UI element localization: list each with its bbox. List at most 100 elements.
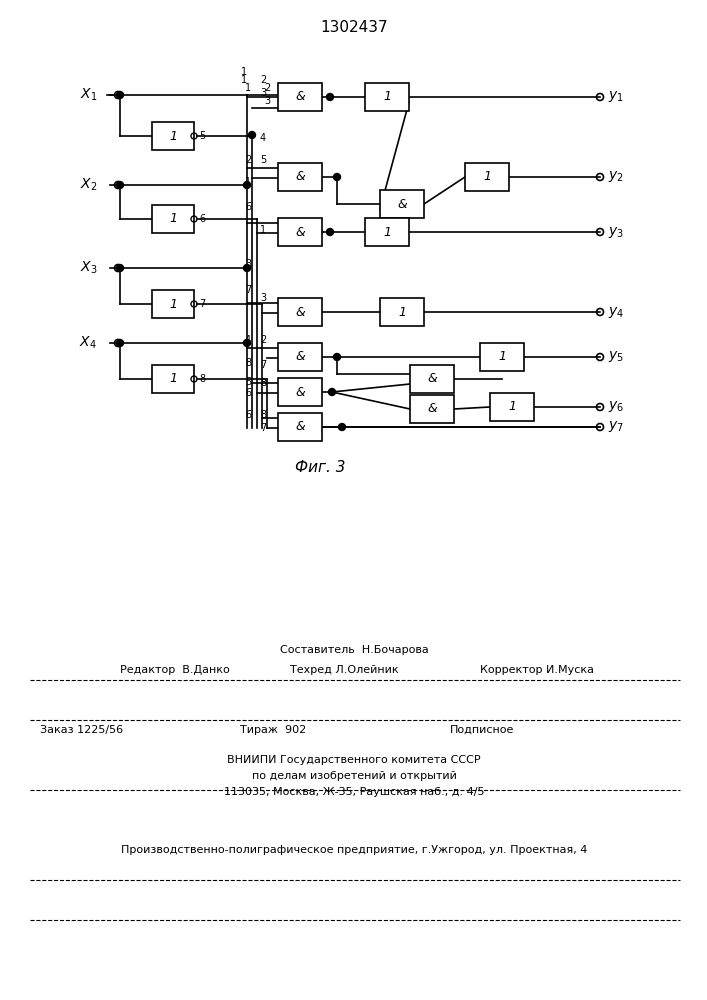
Text: $y_4$: $y_4$ — [608, 304, 624, 320]
Text: &: & — [295, 170, 305, 184]
Bar — [480, 343, 524, 371]
Text: $X_3$: $X_3$ — [79, 260, 97, 276]
Text: Производственно-полиграфическое предприятие, г.Ужгород, ул. Проектная, 4: Производственно-полиграфическое предприя… — [121, 845, 588, 855]
Text: 1: 1 — [245, 83, 251, 93]
Text: &: & — [295, 351, 305, 363]
Circle shape — [243, 340, 250, 347]
Text: 8: 8 — [260, 378, 266, 388]
Text: 4: 4 — [260, 133, 266, 143]
Text: 7: 7 — [199, 299, 205, 309]
Text: 8: 8 — [260, 410, 266, 420]
Text: 2: 2 — [245, 155, 251, 165]
Text: 1: 1 — [483, 170, 491, 184]
Text: 113035, Москва, Ж-35, Раушская наб., д. 4/5: 113035, Москва, Ж-35, Раушская наб., д. … — [223, 787, 484, 797]
Text: 1: 1 — [498, 351, 506, 363]
Circle shape — [329, 388, 336, 395]
Text: &: & — [295, 226, 305, 238]
Text: $X_2$: $X_2$ — [80, 177, 97, 193]
Bar — [365, 218, 409, 246]
Text: $y_7$: $y_7$ — [608, 420, 624, 434]
Circle shape — [334, 354, 341, 360]
Text: Тираж  902: Тираж 902 — [240, 725, 306, 735]
Bar — [152, 205, 194, 233]
Text: 1: 1 — [169, 129, 177, 142]
Text: по делам изобретений и открытий: по делам изобретений и открытий — [252, 771, 457, 781]
Bar — [365, 83, 409, 111]
Text: Заказ 1225/56: Заказ 1225/56 — [40, 725, 123, 735]
Text: ВНИИПИ Государственного комитета СССР: ВНИИПИ Государственного комитета СССР — [227, 755, 481, 765]
Text: $X_1$: $X_1$ — [80, 87, 97, 103]
Bar — [380, 190, 424, 218]
Text: $y_6$: $y_6$ — [608, 399, 624, 414]
Text: 6: 6 — [245, 202, 251, 212]
Text: 7: 7 — [245, 285, 251, 295]
Text: 7: 7 — [260, 360, 266, 370]
Text: 6: 6 — [245, 410, 251, 420]
Text: $y_1$: $y_1$ — [608, 90, 624, 104]
Text: 8: 8 — [245, 358, 251, 368]
Text: Редактор  В.Данко: Редактор В.Данко — [120, 665, 230, 675]
Text: 1: 1 — [260, 225, 266, 235]
Circle shape — [117, 92, 124, 99]
Text: &: & — [397, 198, 407, 211]
Text: $X_4$: $X_4$ — [79, 335, 97, 351]
Text: 3: 3 — [264, 96, 270, 106]
Text: 5: 5 — [260, 155, 266, 165]
Text: Подписное: Подписное — [450, 725, 515, 735]
Text: 3: 3 — [260, 88, 266, 98]
Text: 1: 1 — [245, 177, 251, 187]
Circle shape — [339, 424, 346, 430]
Text: 1: 1 — [383, 226, 391, 238]
Circle shape — [334, 174, 341, 180]
Text: 1: 1 — [241, 75, 247, 85]
Bar — [465, 163, 509, 191]
Text: 3: 3 — [260, 293, 266, 303]
Bar — [278, 413, 322, 441]
Text: &: & — [427, 372, 437, 385]
Circle shape — [327, 94, 334, 101]
Text: 5: 5 — [245, 377, 251, 387]
Bar — [278, 218, 322, 246]
Text: 1302437: 1302437 — [320, 20, 388, 35]
Text: 6: 6 — [245, 388, 251, 398]
Text: 1: 1 — [241, 67, 247, 77]
Text: $y_3$: $y_3$ — [608, 225, 624, 239]
Bar — [278, 298, 322, 326]
Bar — [380, 298, 424, 326]
Bar — [410, 395, 454, 423]
Text: Фиг. 3: Фиг. 3 — [295, 460, 345, 476]
Circle shape — [327, 229, 334, 235]
Text: 4: 4 — [245, 335, 251, 345]
Text: 1: 1 — [169, 298, 177, 310]
Circle shape — [243, 264, 250, 271]
Text: &: & — [295, 91, 305, 104]
Text: $y_2$: $y_2$ — [608, 169, 624, 184]
Bar — [152, 122, 194, 150]
Circle shape — [248, 131, 255, 138]
Bar — [152, 290, 194, 318]
Text: &: & — [295, 306, 305, 318]
Text: &: & — [427, 402, 437, 416]
Bar — [152, 365, 194, 393]
Text: Составитель  Н.Бочарова: Составитель Н.Бочарова — [280, 645, 428, 655]
Text: 2: 2 — [260, 335, 266, 345]
Text: 3: 3 — [245, 259, 251, 269]
Text: 1: 1 — [169, 372, 177, 385]
Bar — [410, 365, 454, 393]
Bar — [278, 343, 322, 371]
Text: &: & — [295, 420, 305, 434]
Text: 7: 7 — [260, 423, 266, 433]
Text: 5: 5 — [199, 131, 205, 141]
Text: 2: 2 — [264, 83, 270, 93]
Bar — [278, 83, 322, 111]
Text: Техред Л.Олейник: Техред Л.Олейник — [290, 665, 399, 675]
Bar — [490, 393, 534, 421]
Text: 2: 2 — [260, 75, 266, 85]
Bar — [278, 378, 322, 406]
Text: $y_5$: $y_5$ — [608, 350, 624, 364]
Circle shape — [117, 264, 124, 271]
Bar — [278, 163, 322, 191]
Text: 6: 6 — [199, 214, 205, 224]
Text: Корректор И.Муска: Корректор И.Муска — [480, 665, 594, 675]
Circle shape — [243, 182, 250, 188]
